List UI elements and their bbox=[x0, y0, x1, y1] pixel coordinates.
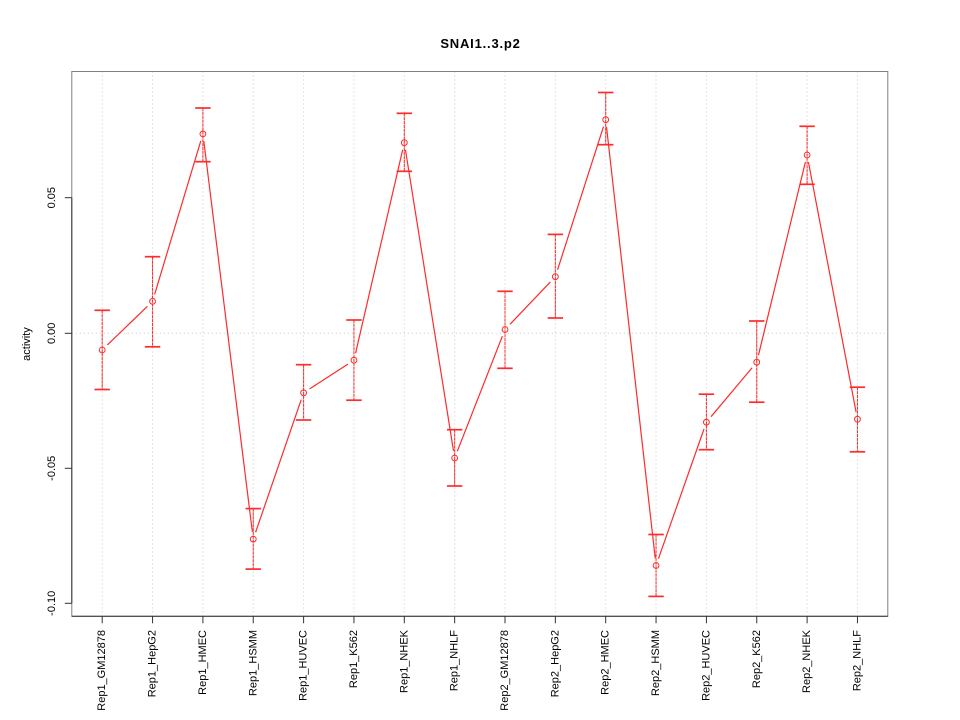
svg-text:Rep2_NHLF: Rep2_NHLF bbox=[851, 630, 863, 691]
svg-text:Rep1_HepG2: Rep1_HepG2 bbox=[147, 630, 159, 697]
svg-text:Rep2_HMEC: Rep2_HMEC bbox=[600, 630, 612, 695]
svg-text:0.00: 0.00 bbox=[46, 323, 58, 344]
svg-text:Rep1_NHEK: Rep1_NHEK bbox=[398, 629, 410, 693]
svg-text:Rep2_HepG2: Rep2_HepG2 bbox=[549, 630, 561, 697]
svg-text:activity: activity bbox=[21, 327, 33, 361]
svg-text:Rep1_GM12878: Rep1_GM12878 bbox=[96, 630, 108, 711]
svg-text:Rep2_HUVEC: Rep2_HUVEC bbox=[700, 630, 712, 701]
svg-text:-0.05: -0.05 bbox=[46, 456, 58, 481]
svg-text:SNAI1..3.p2: SNAI1..3.p2 bbox=[440, 36, 520, 51]
svg-text:Rep1_HMEC: Rep1_HMEC bbox=[197, 630, 209, 695]
svg-text:Rep2_NHEK: Rep2_NHEK bbox=[801, 629, 813, 693]
svg-text:Rep1_K562: Rep1_K562 bbox=[348, 630, 360, 688]
svg-text:-0.10: -0.10 bbox=[46, 591, 58, 616]
svg-text:Rep1_HUVEC: Rep1_HUVEC bbox=[298, 630, 310, 701]
svg-text:Rep2_HSMM: Rep2_HSMM bbox=[650, 630, 662, 696]
svg-text:Rep2_K562: Rep2_K562 bbox=[751, 630, 763, 688]
svg-text:0.05: 0.05 bbox=[46, 187, 58, 208]
svg-text:Rep1_HSMM: Rep1_HSMM bbox=[247, 630, 259, 696]
svg-text:Rep2_GM12878: Rep2_GM12878 bbox=[499, 630, 511, 711]
svg-text:Rep1_NHLF: Rep1_NHLF bbox=[449, 630, 461, 691]
